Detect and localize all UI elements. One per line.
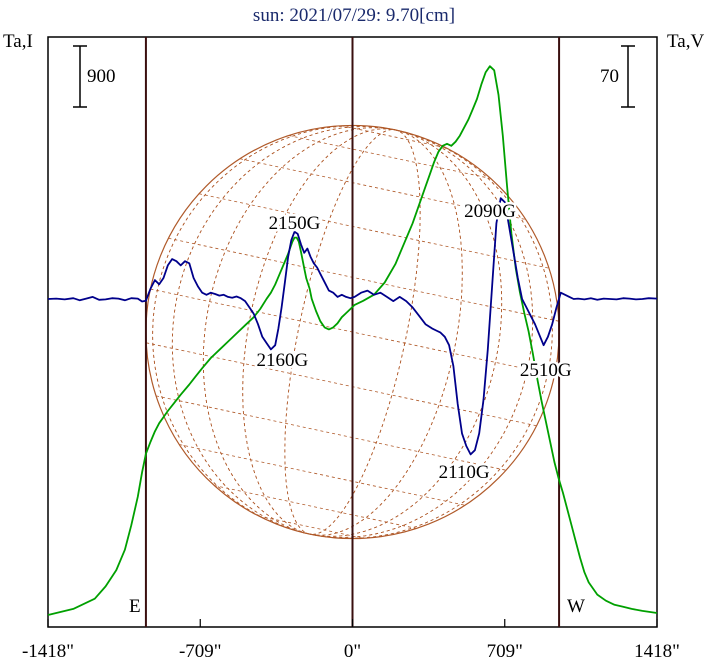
reference-lines: [47, 36, 658, 628]
parallel-line: [214, 485, 417, 529]
text-layer: 900 70 sun: 2021/07/29: 9.70[cm] Ta,I Ta,V -1…: [3, 5, 704, 662]
x-tick-label: 709": [487, 641, 523, 662]
parallel-line: [288, 135, 491, 179]
parallel-line: [146, 342, 537, 427]
series-layer: [47, 65, 658, 616]
parallel-line: [168, 237, 559, 322]
parallel-line: [239, 158, 526, 220]
right-axis-label: Ta,V: [667, 31, 704, 52]
annotation-label: 2150G: [269, 213, 321, 234]
x-tick-label: -1418": [22, 641, 74, 662]
chart-title: sun: 2021/07/29: 9.70[cm]: [253, 5, 455, 26]
annotation-label: 2160G: [256, 350, 308, 371]
polarization-series-line: [47, 197, 658, 456]
x-tick-label: 1418": [634, 641, 680, 662]
x-tick-label: 0": [344, 641, 361, 662]
west-limb-label: W: [567, 596, 585, 617]
polarization-scale-bar-label: 70: [600, 66, 619, 87]
annotation-label: 2110G: [439, 462, 490, 483]
annotation-label: 2090G: [464, 201, 516, 222]
parallel-line: [179, 444, 466, 506]
parallel-line: [155, 395, 507, 471]
x-tick-label: -709": [179, 641, 222, 662]
east-limb-label: E: [129, 596, 141, 617]
intensity-scale-bar-label: 900: [87, 66, 116, 87]
left-axis-label: Ta,I: [3, 31, 33, 52]
annotation-label: 2510G: [520, 360, 572, 381]
